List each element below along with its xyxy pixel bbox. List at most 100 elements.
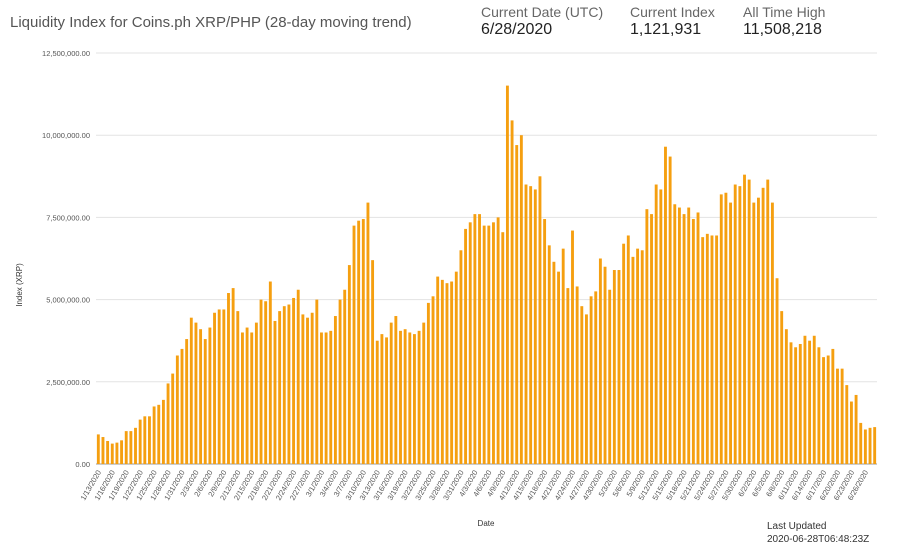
bar bbox=[645, 209, 649, 464]
bar bbox=[343, 289, 347, 464]
y-axis-title: Index (XRP) bbox=[15, 263, 24, 307]
bar bbox=[268, 281, 272, 464]
y-tick-label: 5,000,000.00 bbox=[46, 296, 90, 305]
bar bbox=[389, 322, 393, 464]
bar bbox=[622, 243, 626, 464]
bar bbox=[868, 427, 872, 464]
bar bbox=[371, 260, 375, 464]
bar bbox=[478, 214, 481, 464]
bar bbox=[403, 329, 407, 464]
x-axis-ticks: 1/13/20201/16/20201/19/20201/22/20201/25… bbox=[79, 469, 871, 502]
bar bbox=[547, 245, 551, 464]
bar bbox=[431, 296, 435, 464]
bar bbox=[166, 383, 170, 464]
bar bbox=[171, 373, 175, 464]
bar bbox=[784, 329, 788, 464]
bar bbox=[863, 429, 867, 464]
bar bbox=[282, 306, 286, 464]
bar bbox=[422, 322, 426, 464]
bar bbox=[650, 214, 653, 464]
bar bbox=[747, 179, 751, 464]
bar bbox=[794, 347, 798, 464]
bar bbox=[766, 179, 770, 464]
bar bbox=[515, 145, 519, 464]
bar bbox=[566, 288, 570, 464]
all-time-high-stat: All Time High 11,508,218 bbox=[743, 4, 825, 39]
bar bbox=[217, 309, 221, 464]
bar bbox=[450, 281, 454, 464]
y-tick-label: 2,500,000.00 bbox=[46, 378, 90, 387]
bar bbox=[338, 299, 342, 464]
bar bbox=[310, 312, 314, 464]
bar bbox=[375, 340, 379, 464]
bar bbox=[213, 312, 216, 464]
bar bbox=[724, 192, 728, 465]
bar bbox=[394, 316, 398, 464]
bar bbox=[822, 357, 825, 464]
last-updated: Last Updated 2020-06-28T06:48:23Z bbox=[767, 520, 869, 546]
bar bbox=[571, 230, 574, 464]
bar bbox=[543, 219, 547, 464]
bar bbox=[636, 248, 640, 464]
bar bbox=[250, 332, 254, 464]
bar bbox=[789, 342, 793, 464]
bar bbox=[803, 335, 807, 464]
bar bbox=[580, 306, 584, 464]
bar bbox=[194, 322, 198, 464]
bar bbox=[836, 368, 839, 464]
bar bbox=[826, 355, 830, 464]
bar bbox=[775, 278, 779, 464]
bar bbox=[185, 339, 189, 464]
current-index-value: 1,121,931 bbox=[630, 21, 702, 38]
x-axis-title: Date bbox=[478, 519, 495, 528]
bar bbox=[691, 219, 695, 464]
bar bbox=[436, 276, 440, 464]
bar bbox=[798, 343, 802, 464]
bar bbox=[552, 261, 556, 464]
bar bbox=[440, 279, 444, 464]
bar bbox=[454, 271, 458, 464]
bar bbox=[180, 348, 184, 464]
bar bbox=[366, 202, 370, 464]
y-tick-label: 12,500,000.00 bbox=[42, 49, 90, 58]
bar bbox=[115, 442, 119, 464]
bar bbox=[696, 212, 700, 464]
bar bbox=[859, 422, 863, 464]
bar bbox=[752, 202, 756, 464]
bar bbox=[245, 327, 249, 464]
bar bbox=[175, 355, 179, 464]
bar bbox=[682, 214, 686, 464]
bar bbox=[157, 404, 161, 464]
bar bbox=[347, 265, 351, 464]
bar bbox=[510, 120, 514, 465]
y-tick-label: 10,000,000.00 bbox=[42, 131, 90, 140]
bar bbox=[417, 330, 421, 464]
bar bbox=[161, 399, 165, 464]
bar bbox=[770, 202, 774, 464]
bar bbox=[626, 235, 630, 464]
bar bbox=[757, 197, 760, 465]
bar bbox=[594, 291, 598, 464]
bar bbox=[148, 416, 151, 464]
all-time-high-value: 11,508,218 bbox=[743, 21, 822, 38]
bar bbox=[110, 443, 114, 464]
bar bbox=[426, 302, 430, 464]
bar bbox=[589, 296, 593, 464]
bar bbox=[231, 288, 235, 464]
bar bbox=[715, 235, 719, 464]
bar bbox=[101, 437, 105, 464]
bar bbox=[524, 184, 528, 464]
bar bbox=[138, 419, 142, 464]
bar bbox=[143, 416, 147, 464]
current-index-stat: Current Index 1,121,931 bbox=[630, 4, 715, 39]
bar bbox=[687, 207, 691, 465]
bar bbox=[134, 427, 137, 464]
bar bbox=[227, 293, 230, 464]
gridlines bbox=[96, 52, 877, 465]
bar bbox=[738, 186, 742, 464]
bar bbox=[673, 204, 677, 464]
bar bbox=[505, 85, 509, 465]
bar bbox=[701, 237, 705, 464]
bar bbox=[854, 394, 858, 464]
last-updated-value: 2020-06-28T06:48:23Z bbox=[767, 534, 870, 545]
